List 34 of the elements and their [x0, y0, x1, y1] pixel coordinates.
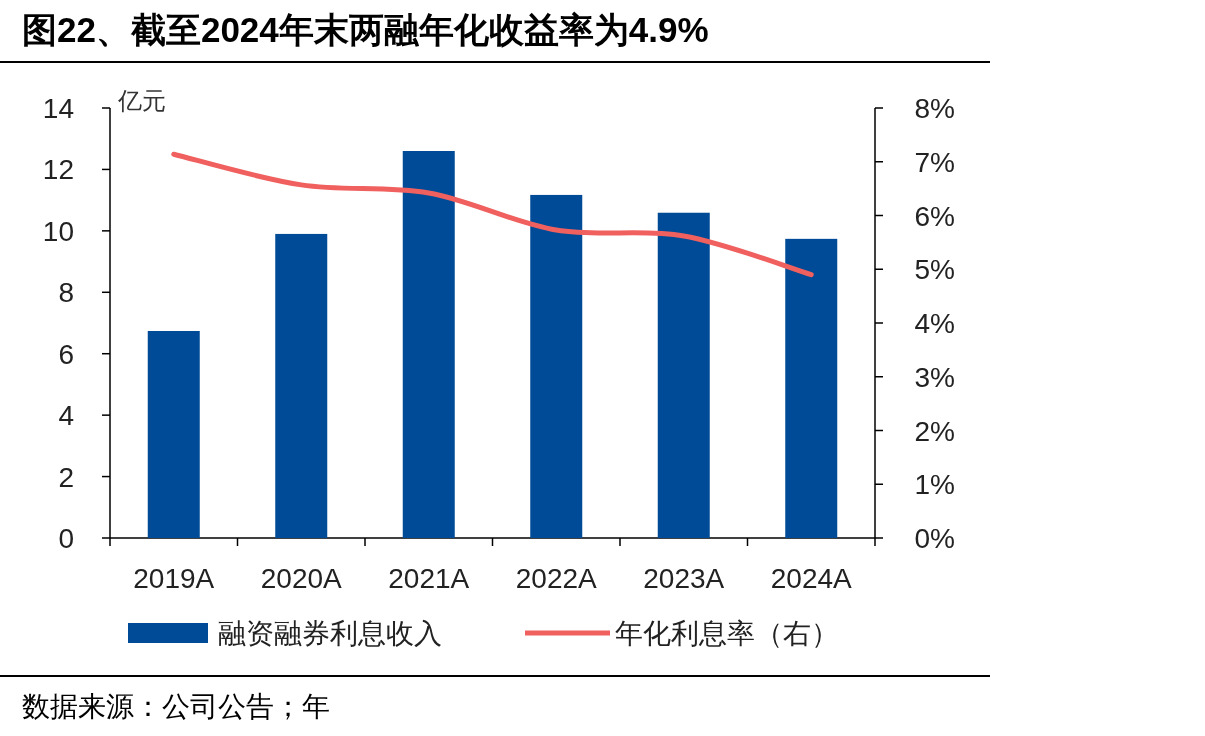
bar — [147, 330, 200, 538]
y-tick-label: 8 — [58, 277, 74, 309]
legend-label: 年化利息率（右） — [615, 618, 839, 649]
bar — [785, 238, 838, 538]
y-tick-label: 6 — [58, 338, 74, 370]
y-axis-title: 亿元 — [117, 87, 166, 114]
y2-tick-label: 2% — [914, 415, 955, 447]
bar — [402, 151, 455, 538]
y2-tick-label: 1% — [914, 469, 955, 501]
y2-tick-label: 4% — [914, 308, 955, 339]
y-tick-label: 14 — [42, 93, 74, 124]
bar — [657, 212, 710, 538]
y-tick-label: 10 — [42, 215, 74, 247]
y-tick-label: 2 — [58, 461, 74, 493]
y2-tick-label: 5% — [914, 254, 955, 286]
y2-tick-label: 0% — [914, 523, 955, 554]
bar — [275, 233, 328, 538]
x-tick-label: 2024A — [770, 563, 853, 594]
x-tick-label: 2022A — [515, 563, 598, 594]
y-tick-label: 4 — [58, 400, 74, 432]
chart-title: 图22、截至2024年末两融年化收益率为4.9% — [22, 10, 709, 49]
y2-tick-label: 6% — [914, 200, 955, 232]
legend-label: 融资融券利息收入 — [218, 618, 442, 649]
y2-tick-label: 3% — [914, 361, 955, 393]
y-tick-label: 12 — [42, 154, 74, 186]
x-tick-label: 2019A — [133, 563, 215, 594]
x-tick-label: 2023A — [643, 563, 725, 594]
x-tick-label: 2020A — [260, 563, 343, 594]
x-tick-label: 2021A — [388, 563, 470, 594]
bar — [530, 194, 583, 538]
source-note: 数据来源：公司公告；年 — [22, 691, 330, 722]
y-tick-label: 0 — [58, 523, 74, 554]
y2-tick-label: 8% — [914, 93, 955, 124]
y2-tick-label: 7% — [914, 146, 955, 178]
